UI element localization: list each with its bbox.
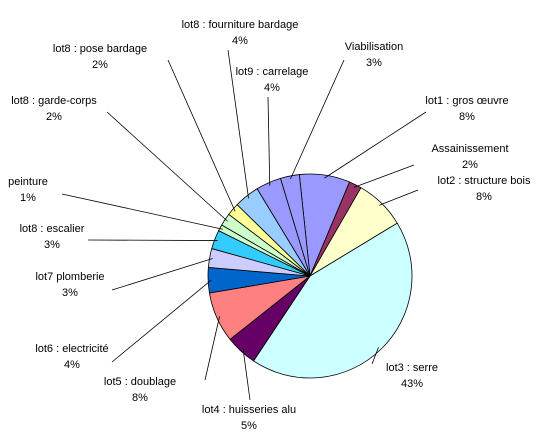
leader-line <box>290 59 345 180</box>
slice-name: lot4 : huisseries alu <box>202 404 296 416</box>
pie-slice <box>252 222 413 379</box>
slice-percent: 43% <box>401 378 423 390</box>
slice-name: Viabilisation <box>345 41 404 53</box>
slice-name: lot1 : gros œuvre <box>425 95 508 107</box>
slice-label: Assainissement 2% <box>431 143 508 171</box>
leader-line <box>371 347 379 365</box>
slice-percent: 3% <box>62 287 78 299</box>
slice-label: lot1 : gros œuvre 8% <box>425 95 508 123</box>
slice-percent: 8% <box>476 191 492 203</box>
slice-label: lot8 : garde-corps 2% <box>11 95 97 123</box>
slice-name: lot8 : escalier <box>20 223 85 235</box>
slice-label: lot5 : doublage 8% <box>104 376 176 404</box>
leader-line <box>204 316 220 381</box>
leader-line <box>61 193 223 230</box>
slice-percent: 4% <box>264 82 280 94</box>
slice-name: peinture <box>8 176 48 188</box>
slice-percent: 1% <box>20 192 36 204</box>
slice-percent: 3% <box>44 239 60 251</box>
slice-name: lot7 plomberie <box>35 271 104 283</box>
slice-labels: lot1 : gros œuvre 8% Assainissement 2% lot2 … <box>8 19 531 432</box>
slice-label: lot8 : escalier 3% <box>20 223 85 251</box>
slice-percent: 5% <box>241 420 257 432</box>
slice-label: lot8 : fourniture bardage 4% <box>182 19 299 47</box>
slice-percent: 4% <box>64 359 80 371</box>
slice-name: lot9 : carrelage <box>236 66 309 78</box>
leader-line <box>267 96 271 186</box>
slice-name: lot3 : serre <box>386 362 438 374</box>
slice-label: lot4 : huisseries alu 5% <box>202 404 296 432</box>
slice-name: lot5 : doublage <box>104 376 176 388</box>
slice-label: peinture 1% <box>8 176 48 204</box>
slice-name: lot6 : electricité <box>35 343 108 355</box>
slice-label: lot7 plomberie 3% <box>35 271 104 299</box>
slice-percent: 3% <box>366 57 382 69</box>
leader-line <box>87 239 218 241</box>
slice-percent: 2% <box>46 111 62 123</box>
leader-line <box>106 111 228 222</box>
slice-name: lot8 : fourniture bardage <box>182 19 299 31</box>
slice-name: lot8 : garde-corps <box>11 95 97 107</box>
leader-line <box>379 189 419 206</box>
slice-label: Viabilisation 3% <box>345 41 404 69</box>
slice-label: lot9 : carrelage 4% <box>236 66 309 94</box>
slice-percent: 4% <box>232 35 248 47</box>
pie-slice <box>280 174 311 277</box>
slice-name: lot2 : structure bois <box>438 175 531 187</box>
leader-line <box>111 258 213 291</box>
leader-line <box>324 111 427 179</box>
slice-name: Assainissement <box>431 143 508 155</box>
slice-name: lot8 : pose bardage <box>53 43 147 55</box>
slice-percent: 8% <box>132 392 148 404</box>
slice-percent: 2% <box>92 59 108 71</box>
slice-percent: 8% <box>459 111 475 123</box>
slice-label: lot2 : structure bois 8% <box>438 175 531 203</box>
slice-label: lot8 : pose bardage 2% <box>53 43 147 71</box>
leader-line <box>353 164 415 188</box>
leader-lines <box>61 49 427 401</box>
slice-percent: 2% <box>462 159 478 171</box>
leader-line <box>242 348 251 401</box>
leader-line <box>111 279 212 363</box>
slice-label: lot6 : electricité 4% <box>35 343 108 371</box>
pie-slices <box>207 173 413 379</box>
slice-label: lot3 : serre 43% <box>386 362 438 390</box>
leader-line <box>167 59 236 212</box>
leader-line <box>227 49 249 199</box>
